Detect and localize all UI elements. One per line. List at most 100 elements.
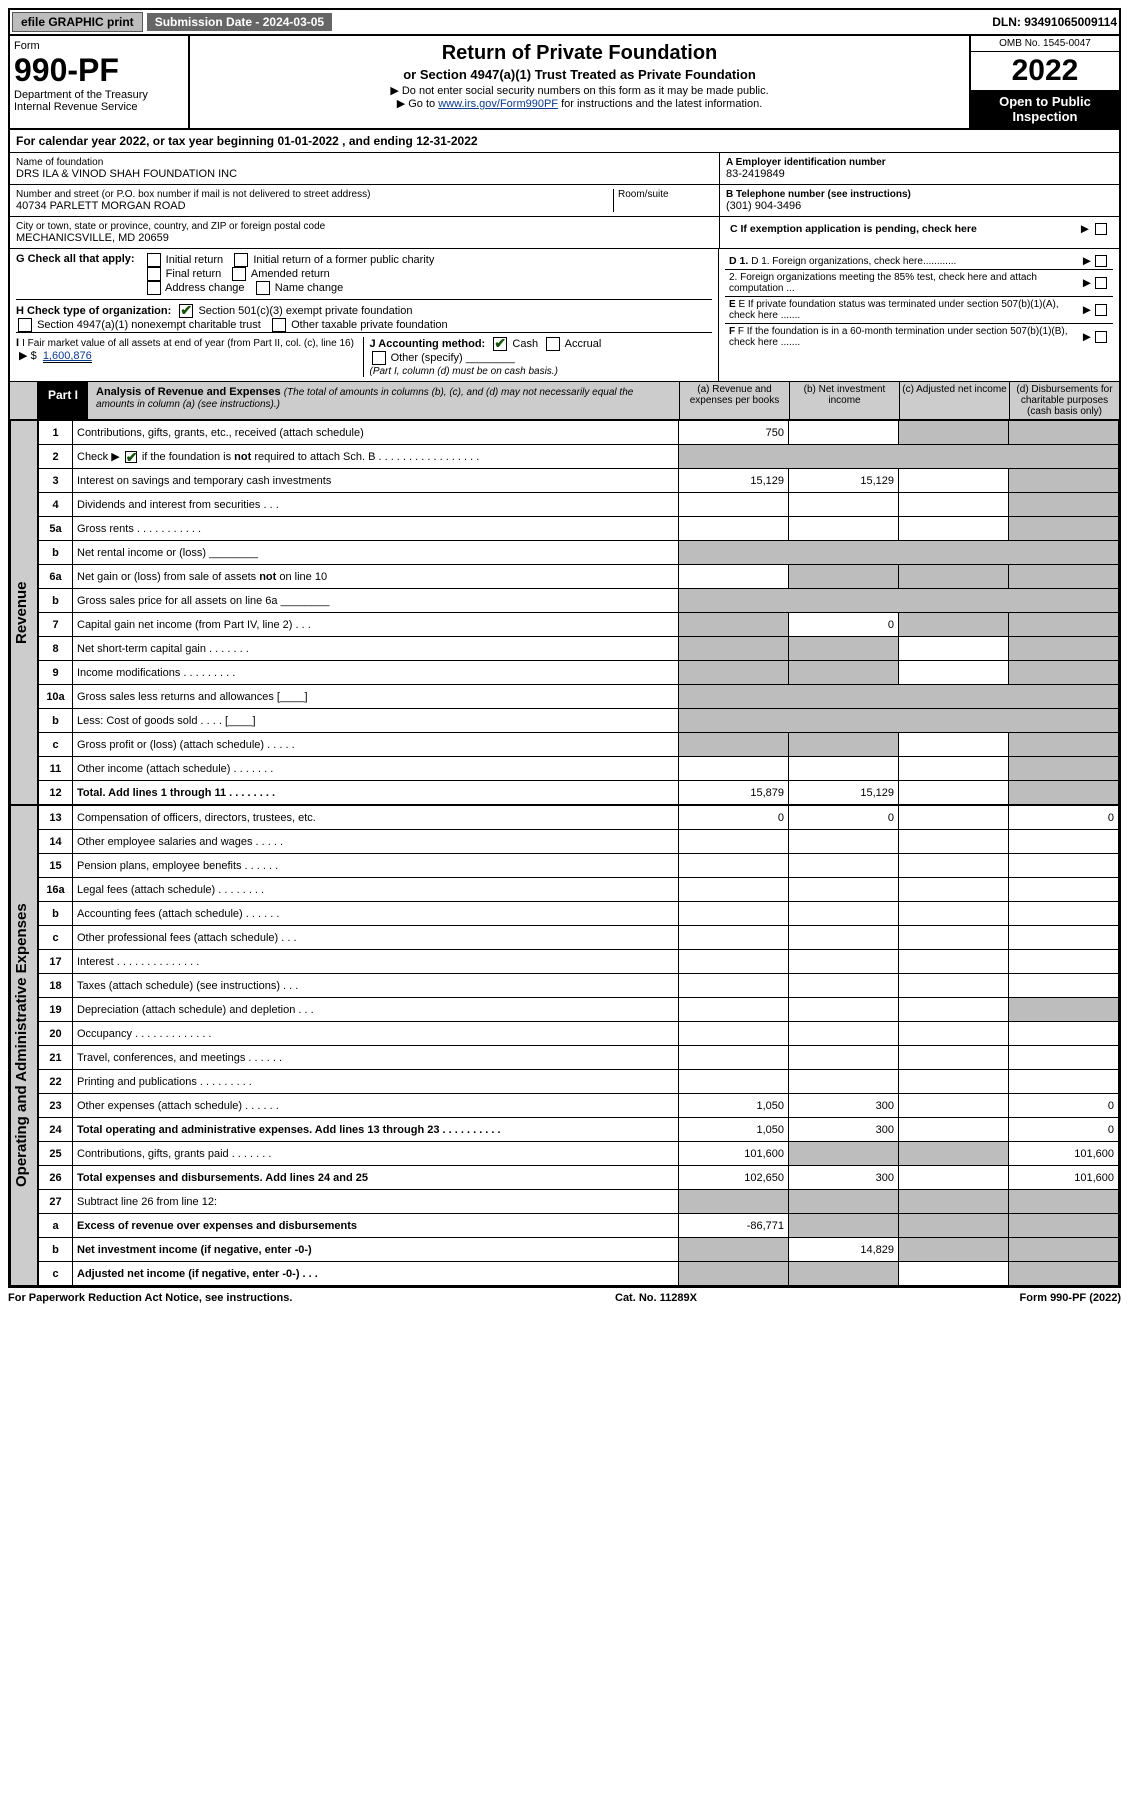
g-address-checkbox[interactable] — [147, 281, 161, 295]
h-other-checkbox[interactable] — [272, 318, 286, 332]
row-number: 11 — [39, 757, 73, 781]
exemption-checkbox[interactable] — [1095, 223, 1107, 235]
f-checkbox[interactable] — [1095, 331, 1107, 343]
g-final-checkbox[interactable] — [147, 267, 161, 281]
row-text: Net short-term capital gain . . . . . . … — [73, 637, 679, 661]
form-subtitle: or Section 4947(a)(1) Trust Treated as P… — [198, 67, 961, 82]
row-amount-c — [899, 637, 1009, 661]
revenue-label: Revenue — [10, 420, 38, 805]
row-amount-c — [899, 517, 1009, 541]
row-number: 14 — [39, 830, 73, 854]
row-amount-b — [789, 661, 899, 685]
row-amount-c — [899, 661, 1009, 685]
row-amount-b — [789, 733, 899, 757]
row-text: Net gain or (loss) from sale of assets n… — [73, 565, 679, 589]
table-row: bLess: Cost of goods sold . . . . [____] — [39, 709, 1119, 733]
g4-label: Amended return — [251, 268, 330, 280]
efile-topbar: efile GRAPHIC print Submission Date - 20… — [8, 8, 1121, 36]
j-other-checkbox[interactable] — [372, 351, 386, 365]
row-amount-d — [1009, 1262, 1119, 1286]
row-amount-b: 300 — [789, 1166, 899, 1190]
row-text: Gross sales price for all assets on line… — [73, 589, 679, 613]
row-amount-b: 14,829 — [789, 1238, 899, 1262]
row-text: Occupancy . . . . . . . . . . . . . — [73, 1022, 679, 1046]
table-row: 17Interest . . . . . . . . . . . . . . — [39, 950, 1119, 974]
page-footer: For Paperwork Reduction Act Notice, see … — [8, 1288, 1121, 1304]
row-amount-d: 0 — [1009, 806, 1119, 830]
row-amount-a — [679, 661, 789, 685]
table-row: 18Taxes (attach schedule) (see instructi… — [39, 974, 1119, 998]
j-cash-checkbox[interactable] — [493, 337, 507, 351]
g-initial-checkbox[interactable] — [147, 253, 161, 267]
form-word: Form — [14, 40, 184, 52]
row-text: Net rental income or (loss) ________ — [73, 541, 679, 565]
col-d-hdr: (d) Disbursements for charitable purpose… — [1009, 382, 1119, 419]
name-label: Name of foundation — [16, 157, 713, 168]
row-amount-d — [1009, 565, 1119, 589]
g-amended-checkbox[interactable] — [232, 267, 246, 281]
row-number: c — [39, 1262, 73, 1286]
g-name-checkbox[interactable] — [256, 281, 270, 295]
row-text: Total. Add lines 1 through 11 . . . . . … — [73, 781, 679, 805]
row-text: Printing and publications . . . . . . . … — [73, 1070, 679, 1094]
row-text: Other professional fees (attach schedule… — [73, 926, 679, 950]
row-number: 22 — [39, 1070, 73, 1094]
row-amount-b: 0 — [789, 613, 899, 637]
h-4947-checkbox[interactable] — [18, 318, 32, 332]
row-amount-c — [899, 1238, 1009, 1262]
row-number: b — [39, 1238, 73, 1262]
foundation-address: 40734 PARLETT MORGAN ROAD — [16, 200, 613, 212]
g-initial-former-checkbox[interactable] — [234, 253, 248, 267]
row-amount-d — [1009, 854, 1119, 878]
foundation-name: DRS ILA & VINOD SHAH FOUNDATION INC — [16, 168, 713, 180]
efile-print-btn[interactable]: efile GRAPHIC print — [12, 12, 143, 32]
row-amount-a — [679, 998, 789, 1022]
table-row: cOther professional fees (attach schedul… — [39, 926, 1119, 950]
revenue-table: 1Contributions, gifts, grants, etc., rec… — [38, 420, 1119, 805]
row-amount-b — [789, 1022, 899, 1046]
table-row: 14Other employee salaries and wages . . … — [39, 830, 1119, 854]
dept2: Internal Revenue Service — [14, 101, 184, 113]
e-checkbox[interactable] — [1095, 304, 1107, 316]
row-cell — [789, 1190, 899, 1214]
row-amount-b — [789, 1262, 899, 1286]
row-amount-a — [679, 1238, 789, 1262]
cal-end: 12-31-2022 — [416, 134, 477, 148]
j-accrual-checkbox[interactable] — [546, 337, 560, 351]
row-number: 26 — [39, 1166, 73, 1190]
d2-checkbox[interactable] — [1095, 277, 1107, 289]
row-number: b — [39, 541, 73, 565]
h1-label: Section 501(c)(3) exempt private foundat… — [198, 305, 412, 317]
row-amount-a — [679, 854, 789, 878]
j-note: (Part I, column (d) must be on cash basi… — [370, 366, 558, 377]
d1-checkbox[interactable] — [1095, 255, 1107, 267]
row-amount-a: 15,879 — [679, 781, 789, 805]
row-amount-a — [679, 733, 789, 757]
h-501c3-checkbox[interactable] — [179, 304, 193, 318]
table-row: 15Pension plans, employee benefits . . .… — [39, 854, 1119, 878]
row-text: Gross profit or (loss) (attach schedule)… — [73, 733, 679, 757]
tax-year: 2022 — [971, 52, 1119, 90]
row-number: 3 — [39, 469, 73, 493]
row-text: Accounting fees (attach schedule) . . . … — [73, 902, 679, 926]
row-number: 20 — [39, 1022, 73, 1046]
row-amount-d — [1009, 878, 1119, 902]
row-amount-d — [1009, 830, 1119, 854]
row-number: 4 — [39, 493, 73, 517]
row-text: Check ▶ if the foundation is not require… — [73, 445, 679, 469]
row-amount-c — [899, 974, 1009, 998]
row-amount-c — [899, 1214, 1009, 1238]
row-amount-b: 15,129 — [789, 469, 899, 493]
row-number: b — [39, 709, 73, 733]
row-amount-b — [789, 757, 899, 781]
irs-link[interactable]: www.irs.gov/Form990PF — [438, 98, 558, 110]
omb-number: OMB No. 1545-0047 — [971, 36, 1119, 52]
fmv-value[interactable]: 1,600,876 — [43, 350, 92, 363]
table-row: 13Compensation of officers, directors, t… — [39, 806, 1119, 830]
calendar-bar: For calendar year 2022, or tax year begi… — [10, 130, 1119, 153]
row-amount-a — [679, 950, 789, 974]
row-merged — [679, 685, 1119, 709]
row-amount-a — [679, 1262, 789, 1286]
row-amount-c — [899, 830, 1009, 854]
row-text: Income modifications . . . . . . . . . — [73, 661, 679, 685]
